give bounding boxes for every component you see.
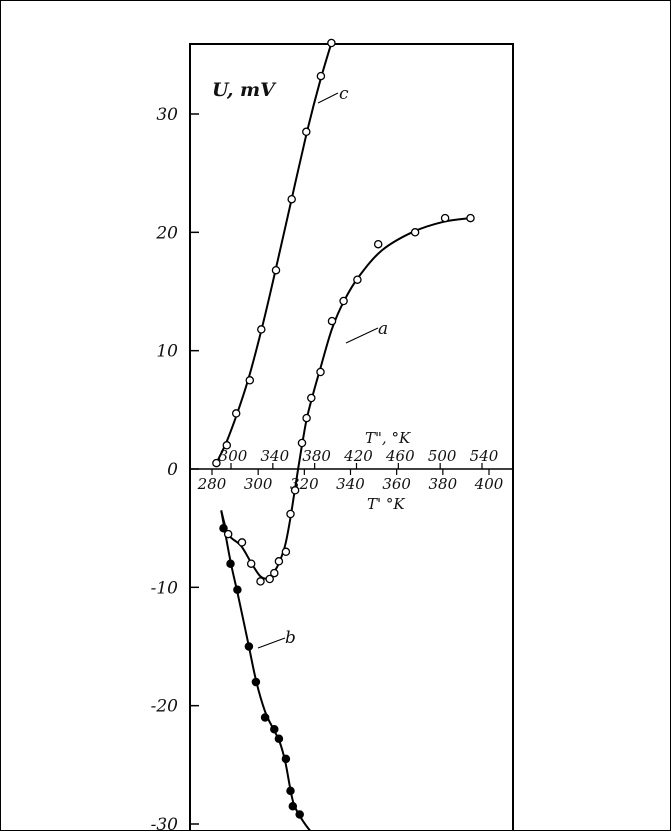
series-a-point — [257, 578, 264, 585]
lower-x-tick-label: 380 — [429, 475, 458, 493]
curve-label-b-leader — [258, 638, 285, 648]
series-c-point — [213, 460, 220, 467]
upper-x-tick-label: 380 — [302, 447, 331, 465]
series-a-point — [298, 439, 305, 446]
y-tick-label: 0 — [167, 460, 178, 480]
series-a-point — [412, 229, 419, 236]
lower-x-tick-label: 280 — [197, 475, 227, 493]
lower-x-tick-label: 300 — [244, 475, 273, 493]
curve-label-a-leader — [346, 328, 378, 343]
series-a-curve — [221, 218, 470, 579]
series-b-point — [275, 735, 282, 742]
series-c-point — [233, 410, 240, 417]
series-a-point — [238, 539, 245, 546]
series-b-point — [282, 755, 289, 762]
curve-label-c: c — [318, 84, 349, 104]
series-c-point — [272, 267, 279, 274]
curve-label-c-leader — [318, 93, 338, 103]
y-tick-label: -10 — [151, 578, 179, 598]
curve-label-b: b — [258, 628, 296, 648]
series-a-point — [354, 276, 361, 283]
lower-x-tick-label: 360 — [382, 475, 411, 493]
series-b-point — [287, 787, 294, 794]
lower-x-tick-label: 340 — [336, 475, 365, 493]
series-a-point — [287, 510, 294, 517]
series-c-point — [223, 442, 230, 449]
series-a-point — [328, 318, 335, 325]
lower-x-tick-label: 400 — [474, 475, 504, 493]
series-b-point — [252, 678, 259, 685]
series-a-point — [282, 548, 289, 555]
series-a-point — [248, 560, 255, 567]
series-b-point — [227, 560, 234, 567]
y-tick-label: -30 — [151, 815, 179, 831]
series-b-point — [262, 714, 269, 721]
series-b-point — [220, 525, 227, 532]
upper-x-tick-label: 460 — [385, 447, 415, 465]
series-b-point — [271, 726, 278, 733]
series-b-point — [289, 803, 296, 810]
series-c-point — [303, 128, 310, 135]
curve-label-c-text: c — [339, 84, 349, 104]
y-tick-label: 10 — [156, 342, 178, 362]
series-b-point — [296, 811, 303, 818]
upper-x-tick-label: 540 — [470, 447, 499, 465]
y-tick-label: 30 — [156, 105, 178, 125]
y-tick-label: 20 — [155, 223, 178, 243]
upper-x-tick-label: 500 — [428, 447, 457, 465]
lower-x-axis-label: T' °K — [367, 495, 405, 513]
series-a-point — [308, 394, 315, 401]
upper-x-tick-label: 420 — [343, 447, 373, 465]
series-a-point — [292, 487, 299, 494]
plot-area-frame — [190, 44, 513, 831]
series-a-point — [271, 570, 278, 577]
curve-label-a: a — [346, 319, 388, 343]
upper-x-ticks: 300 340 380 420 460 500 540 — [219, 447, 499, 469]
series-a-point — [442, 215, 449, 222]
upper-x-axis-label: T", °K — [365, 429, 411, 447]
lower-x-ticks: 280 300 320 340 360 380 400 — [197, 469, 504, 493]
curve-label-b-text: b — [285, 628, 296, 648]
upper-x-tick-label: 340 — [261, 447, 290, 465]
y-tick-label: -20 — [151, 697, 179, 717]
series-a-point — [340, 297, 347, 304]
series-c-point — [317, 73, 324, 80]
y-axis-label: U, mV — [212, 79, 277, 101]
series-a-point — [467, 215, 474, 222]
series-points — [213, 39, 474, 818]
series-curves — [216, 43, 470, 831]
series-c-point — [246, 377, 253, 384]
series-c-point — [328, 39, 335, 46]
series-a-point — [303, 415, 310, 422]
series-c-point — [258, 326, 265, 333]
curve-label-a-text: a — [378, 319, 388, 339]
series-b-point — [245, 643, 252, 650]
series-b-curve — [221, 510, 323, 831]
series-a-point — [375, 241, 382, 248]
series-a-point — [275, 558, 282, 565]
series-a-point — [317, 368, 324, 375]
series-b-point — [234, 586, 241, 593]
y-ticks: 30 20 10 0 -10 -20 -30 — [151, 105, 199, 831]
series-c-point — [288, 196, 295, 203]
